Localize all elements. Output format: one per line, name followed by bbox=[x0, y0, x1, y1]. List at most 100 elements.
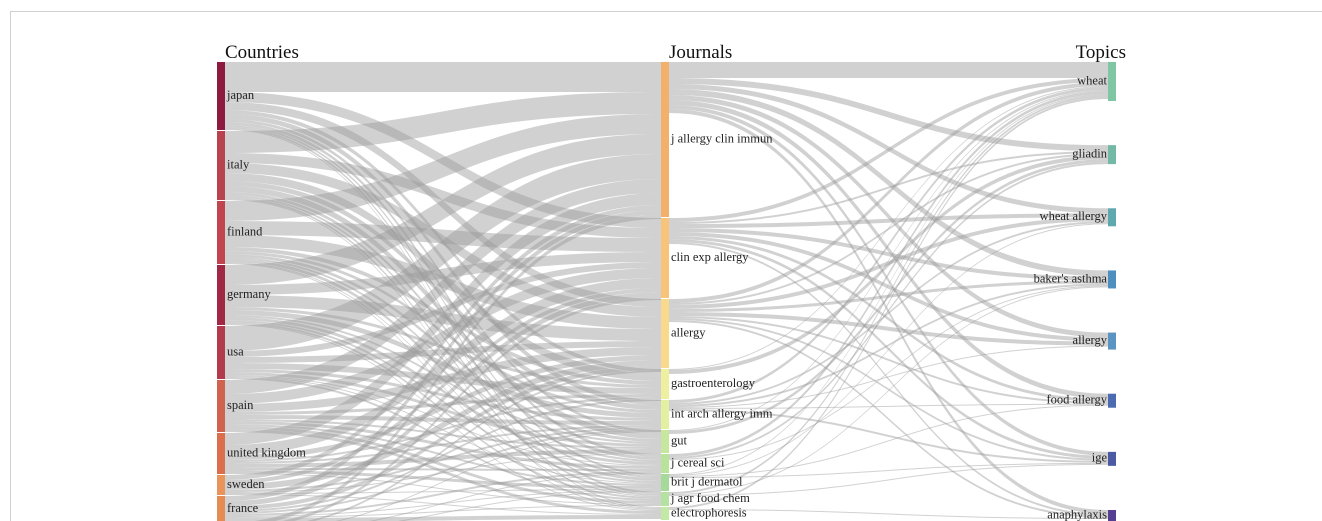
link bbox=[225, 366, 661, 510]
link bbox=[225, 163, 661, 317]
link bbox=[669, 159, 1108, 434]
link bbox=[225, 369, 661, 421]
link bbox=[225, 295, 661, 341]
link bbox=[225, 114, 661, 221]
link bbox=[225, 320, 661, 483]
link bbox=[225, 505, 661, 518]
link bbox=[225, 375, 661, 466]
link bbox=[225, 129, 661, 508]
link bbox=[225, 263, 661, 510]
link bbox=[225, 355, 661, 460]
node-label: spain bbox=[227, 398, 254, 412]
link bbox=[225, 205, 661, 480]
link bbox=[225, 347, 661, 412]
node bbox=[661, 492, 669, 506]
link bbox=[669, 109, 1108, 514]
node bbox=[1108, 510, 1116, 521]
node bbox=[661, 400, 669, 429]
node-label: ige bbox=[1092, 451, 1108, 465]
link bbox=[225, 181, 661, 410]
link bbox=[669, 228, 1108, 281]
link bbox=[225, 127, 661, 494]
link bbox=[225, 470, 661, 489]
link bbox=[669, 221, 1108, 405]
link bbox=[225, 360, 661, 490]
node-label: japan bbox=[226, 88, 255, 102]
node bbox=[217, 326, 225, 379]
node-label: brit j dermatol bbox=[671, 474, 743, 488]
link bbox=[225, 363, 661, 394]
link bbox=[669, 239, 1108, 459]
link bbox=[225, 490, 661, 517]
link bbox=[225, 247, 661, 385]
link bbox=[225, 468, 661, 471]
link bbox=[669, 236, 1108, 402]
link bbox=[669, 78, 1108, 222]
link bbox=[669, 84, 1108, 214]
node bbox=[661, 430, 669, 453]
link bbox=[225, 210, 661, 501]
node-label: gastroenterology bbox=[671, 376, 756, 390]
link bbox=[225, 471, 661, 516]
node bbox=[217, 265, 225, 325]
link bbox=[225, 254, 661, 442]
link bbox=[669, 90, 1108, 431]
link bbox=[669, 82, 1108, 303]
node-label: allergy bbox=[1073, 333, 1108, 347]
link bbox=[225, 193, 661, 445]
node-label: j allergy clin immun bbox=[670, 131, 773, 145]
link bbox=[225, 154, 661, 351]
link bbox=[225, 252, 661, 295]
link bbox=[669, 151, 1108, 224]
link bbox=[225, 425, 661, 464]
node bbox=[217, 62, 225, 130]
node bbox=[1108, 270, 1116, 289]
link bbox=[669, 87, 1108, 403]
link bbox=[225, 310, 661, 418]
link bbox=[225, 372, 661, 447]
node-label: italy bbox=[227, 157, 250, 171]
node bbox=[1108, 145, 1116, 165]
link bbox=[669, 153, 1108, 305]
link bbox=[225, 92, 661, 228]
node-label: clin exp allergy bbox=[671, 250, 749, 264]
link bbox=[669, 97, 1108, 509]
node bbox=[217, 475, 225, 495]
link bbox=[669, 217, 1108, 309]
link bbox=[669, 105, 1108, 456]
link bbox=[669, 242, 1108, 516]
node-label: int arch allergy imm bbox=[671, 406, 773, 420]
node bbox=[661, 218, 669, 298]
link bbox=[225, 114, 661, 405]
link bbox=[225, 315, 661, 444]
link bbox=[225, 394, 661, 415]
node-label: wheat allergy bbox=[1040, 209, 1108, 223]
node-label: france bbox=[227, 501, 259, 515]
node bbox=[661, 299, 669, 368]
node-label: electrophoresis bbox=[671, 505, 747, 519]
node bbox=[661, 474, 669, 491]
link bbox=[225, 341, 661, 363]
link bbox=[669, 95, 1108, 338]
link bbox=[669, 509, 1108, 519]
link bbox=[225, 235, 661, 329]
node bbox=[1108, 393, 1116, 408]
link bbox=[225, 262, 661, 357]
link bbox=[669, 100, 1108, 399]
column-title: Countries bbox=[225, 42, 299, 63]
node-label: gut bbox=[671, 433, 688, 447]
link bbox=[669, 312, 1108, 346]
link bbox=[225, 415, 661, 425]
node bbox=[1108, 451, 1116, 466]
link bbox=[225, 473, 661, 505]
link bbox=[225, 257, 661, 462]
link bbox=[669, 62, 1108, 78]
link bbox=[225, 377, 661, 501]
node-label: j agr food chem bbox=[670, 491, 750, 505]
link bbox=[225, 421, 661, 469]
node bbox=[1108, 62, 1116, 101]
node-label: gliadin bbox=[1072, 147, 1107, 161]
node bbox=[217, 433, 225, 474]
link bbox=[225, 489, 661, 494]
node bbox=[661, 507, 669, 520]
